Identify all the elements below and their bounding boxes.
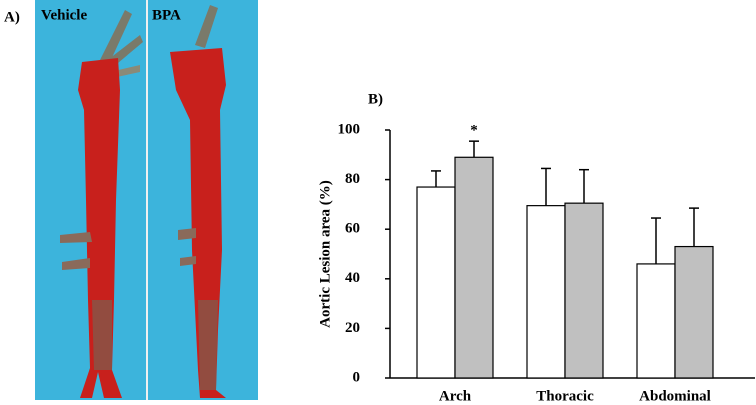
bar <box>526 205 566 379</box>
vessel-branch <box>180 256 196 266</box>
vessel-branch <box>178 228 196 240</box>
y-tick-label: 20 <box>345 320 360 336</box>
annotation: * <box>470 123 478 139</box>
panel-label: A) <box>4 9 20 25</box>
bar <box>564 202 604 379</box>
vessel-branch <box>100 10 132 62</box>
y-tick-label: 0 <box>353 369 361 385</box>
panel-label: B) <box>368 91 383 107</box>
vessel-branch <box>62 258 90 270</box>
vessel-branch <box>195 5 218 48</box>
x-tick-label: Thoracic <box>536 388 594 404</box>
y-tick-label: 40 <box>345 270 360 286</box>
x-tick-label: Arch <box>439 388 472 404</box>
bar <box>636 263 676 379</box>
image-label: Vehicle <box>41 7 87 23</box>
bar <box>454 156 494 379</box>
image-label: BPA <box>152 7 181 23</box>
vessel-branch <box>60 232 92 243</box>
x-tick-label: Abdominal <box>639 388 711 404</box>
photo <box>35 0 258 400</box>
aorta-shade <box>92 300 112 370</box>
y-tick-label: 100 <box>338 121 361 137</box>
aorta-shade <box>198 300 218 390</box>
bar <box>674 245 714 379</box>
photo-divider <box>146 0 148 400</box>
y-tick-label: 80 <box>345 171 360 187</box>
y-axis-label: Aortic Lesion area (%) <box>317 180 333 328</box>
y-tick-label: 60 <box>345 221 360 237</box>
bar <box>416 186 456 379</box>
